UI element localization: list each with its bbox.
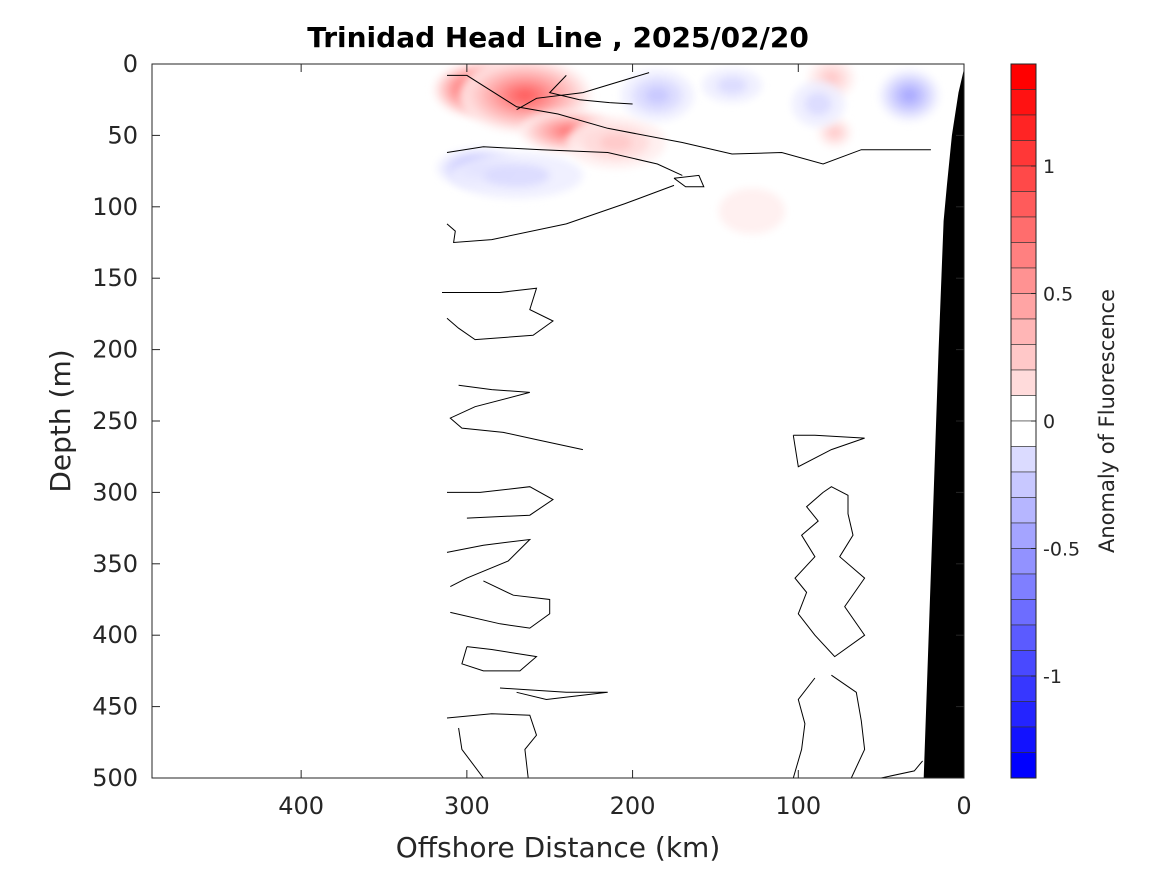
anomaly-blob — [791, 81, 845, 127]
contour-line — [442, 287, 554, 341]
colorbar-swatch — [1010, 191, 1037, 218]
colorbar-swatch — [1010, 89, 1037, 116]
colorbar-swatch — [1010, 675, 1037, 702]
anomaly-blob — [450, 152, 583, 199]
colorbar-swatch — [1010, 573, 1037, 600]
x-axis-title: Offshore Distance (km) — [396, 831, 721, 864]
anomaly-blob — [702, 68, 762, 103]
colorbar-tick-label: -0.5 — [1043, 539, 1080, 561]
colorbar-swatch — [1010, 650, 1037, 677]
contour-line — [792, 434, 865, 468]
contour-line — [449, 384, 584, 451]
y-tick-label: 500 — [92, 764, 138, 792]
colorbar-tick-label: 0 — [1043, 411, 1055, 433]
colorbar-title: Anomaly of Fluorescence — [1095, 289, 1119, 553]
colorbar-tick-label: 1 — [1043, 156, 1055, 178]
colorbar-swatch — [1010, 140, 1037, 167]
x-tick-label: 400 — [278, 792, 324, 820]
anomaly-blob — [620, 69, 694, 122]
colorbar-swatch — [1010, 395, 1037, 422]
contour-line — [446, 538, 532, 588]
colorbar-swatch — [1010, 701, 1037, 728]
colorbar: 1 0.5 0 -0.5 -1 — [1010, 63, 1080, 779]
colorbar-tick-label: -1 — [1043, 666, 1062, 688]
y-axis-title: Depth (m) — [44, 349, 77, 492]
zero-contours — [442, 72, 931, 778]
colorbar-swatch — [1010, 165, 1037, 192]
contour-line — [446, 146, 683, 176]
colorbar-swatch — [1010, 318, 1037, 345]
contour-line — [499, 687, 608, 701]
anomaly-blob — [718, 188, 786, 234]
contour-line — [794, 486, 866, 658]
contour-line — [792, 677, 816, 778]
contour-line — [450, 580, 551, 629]
contour-line — [673, 174, 705, 188]
colorbar-swatch — [1010, 63, 1037, 90]
colorbar-swatch — [1010, 344, 1037, 371]
anomaly-field — [433, 64, 940, 234]
x-tick-label: 200 — [610, 792, 656, 820]
contour-line — [447, 74, 931, 165]
contour-line — [461, 646, 538, 672]
colorbar-swatch — [1010, 267, 1037, 294]
contour-line — [446, 713, 538, 778]
anomaly-blob — [879, 69, 940, 122]
chart-title: Trinidad Head Line , 2025/02/20 — [307, 21, 809, 54]
y-tick-label: 50 — [107, 121, 138, 149]
y-tick-label: 200 — [92, 336, 138, 364]
anomaly-blob — [566, 116, 666, 169]
colorbar-tick-label: 0.5 — [1043, 284, 1073, 306]
colorbar-swatch — [1010, 624, 1037, 651]
contour-line — [831, 674, 866, 778]
y-tick-label: 450 — [92, 693, 138, 721]
colorbar-swatch — [1010, 497, 1037, 524]
bathymetry — [923, 70, 964, 778]
y-tick-label: 250 — [92, 407, 138, 435]
colorbar-swatch — [1010, 726, 1037, 753]
x-tick-label: 0 — [956, 792, 971, 820]
colorbar-swatch — [1010, 114, 1037, 141]
x-tick-label: 100 — [775, 792, 821, 820]
contour-line — [447, 486, 554, 519]
x-tick-label: 300 — [444, 792, 490, 820]
colorbar-swatch — [1010, 522, 1037, 549]
y-tick-label: 400 — [92, 621, 138, 649]
colorbar-swatch — [1010, 471, 1037, 498]
colorbar-swatch — [1010, 242, 1037, 269]
colorbar-swatch — [1010, 599, 1037, 626]
y-axis: 0 50 100 150 200 250 300 350 400 450 500 — [92, 50, 964, 792]
colorbar-swatch — [1010, 420, 1037, 447]
colorbar-swatch — [1010, 446, 1037, 473]
colorbar-swatch — [1010, 369, 1037, 396]
y-tick-label: 0 — [123, 50, 138, 78]
seafloor — [923, 70, 964, 778]
y-tick-label: 150 — [92, 264, 138, 292]
contour-line — [880, 760, 923, 778]
colorbar-swatch — [1010, 752, 1037, 779]
y-tick-label: 350 — [92, 550, 138, 578]
contour-line — [458, 727, 484, 778]
contour-line — [446, 184, 675, 244]
x-axis: 400 300 200 100 0 — [278, 64, 972, 820]
colorbar-swatch — [1010, 216, 1037, 243]
y-tick-label: 100 — [92, 193, 138, 221]
contour-line — [548, 75, 633, 105]
colorbar-swatch — [1010, 548, 1037, 575]
colorbar-swatch — [1010, 293, 1037, 320]
y-tick-label: 300 — [92, 478, 138, 506]
